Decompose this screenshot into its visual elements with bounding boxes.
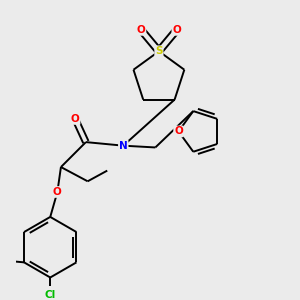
Text: O: O bbox=[53, 187, 62, 197]
Text: N: N bbox=[119, 141, 128, 151]
Text: Cl: Cl bbox=[45, 290, 56, 300]
Text: O: O bbox=[137, 25, 146, 35]
Text: S: S bbox=[155, 46, 163, 56]
Text: O: O bbox=[174, 126, 183, 136]
Text: O: O bbox=[172, 25, 181, 35]
Text: O: O bbox=[71, 114, 80, 124]
